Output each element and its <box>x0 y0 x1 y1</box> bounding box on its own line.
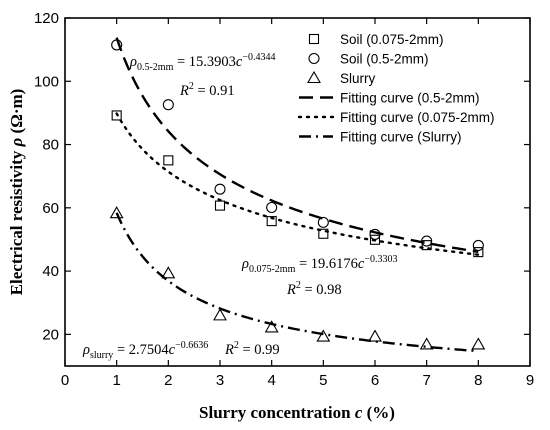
x-axis-title-text: Slurry concentration <box>199 403 355 422</box>
x-tick-label: 9 <box>526 372 534 389</box>
x-tick-label: 0 <box>61 372 69 389</box>
y-axis-title-var: ρ <box>7 137 26 147</box>
equation-exponent: −0.4344 <box>242 52 275 63</box>
legend-marker-square <box>308 33 320 45</box>
fit-equation: ρslurry = 2.7504c−0.6636 <box>82 340 208 361</box>
x-axis-title: Slurry concentration c (%) <box>199 403 395 422</box>
equation-symbol: ρ <box>241 256 249 272</box>
legend-label: Fitting curve (Slurry) <box>340 130 462 145</box>
fit-curve <box>115 112 480 256</box>
r-squared-symbol: R <box>179 83 189 99</box>
point-square <box>266 216 277 227</box>
axis-ticks: 0 1 2 3 4 5 6 7 8 9 20 40 60 80 100 120 <box>34 10 534 389</box>
x-axis-title-unit: (%) <box>362 403 395 422</box>
r-squared: R2 = 0.98 <box>286 280 342 298</box>
equation-exponent: −0.6636 <box>175 340 208 351</box>
point-circle <box>162 99 174 111</box>
fitting-curves <box>115 37 480 353</box>
legend-label: Fitting curve (0.075-2mm) <box>340 110 495 125</box>
r-squared: R2 = 0.91 <box>179 81 235 99</box>
x-axis-title-var: c <box>355 403 363 422</box>
y-tick-label: 20 <box>42 326 59 343</box>
equation-variable: c <box>236 54 243 70</box>
x-tick-label: 8 <box>474 372 482 389</box>
point-triangle <box>264 320 279 333</box>
point-square <box>421 240 432 251</box>
point-circle <box>266 201 278 214</box>
equation-coefficient: = 2.7504 <box>113 342 169 358</box>
point-square <box>318 228 329 239</box>
r-squared-power: 2 <box>234 340 239 351</box>
equation-symbol: ρ <box>129 54 137 70</box>
x-tick-label: 7 <box>422 372 430 389</box>
equation-exponent: −0.3303 <box>364 254 397 265</box>
equation-coefficient: = 19.6176 <box>295 256 358 272</box>
point-triangle <box>316 329 331 342</box>
r-squared-power: 2 <box>296 280 301 291</box>
point-triangle <box>471 337 486 350</box>
y-axis-title-text: Electrical resistivity <box>7 146 26 295</box>
point-square <box>473 247 484 258</box>
legend-label: Soil (0.075-2mm) <box>340 32 444 47</box>
x-tick-label: 3 <box>216 372 224 389</box>
point-circle <box>369 228 381 240</box>
y-tick-label: 100 <box>34 73 59 90</box>
equation-subscript: 0.5-2mm <box>137 62 174 73</box>
point-triangle <box>368 329 382 342</box>
r-squared-value: = 0.98 <box>301 282 342 298</box>
r-squared-value: = 0.91 <box>194 83 235 99</box>
point-triangle <box>161 266 176 279</box>
point-circle <box>317 216 329 228</box>
point-square <box>111 110 122 121</box>
y-axis-title: Electrical resistivity ρ (Ω·m) <box>7 89 26 296</box>
point-circle <box>472 239 484 252</box>
r-squared-symbol: R <box>286 282 296 298</box>
equation-variable: c <box>169 342 176 358</box>
r-squared-value: = 0.99 <box>239 342 280 358</box>
legend-label: Slurry <box>340 71 376 86</box>
r-squared-power: 2 <box>189 81 194 92</box>
equation-coefficient: = 15.3903 <box>173 54 236 70</box>
x-tick-label: 5 <box>319 372 327 389</box>
plot-area <box>64 17 531 367</box>
legend-marker-triangle <box>307 70 321 84</box>
point-triangle <box>213 308 227 321</box>
legend-marker-circle <box>308 52 320 65</box>
point-triangle <box>419 337 434 350</box>
equation-subscript: 0.075-2mm <box>249 264 296 275</box>
legend: Soil (0.075-2mm) Soil (0.5-2mm) Slurry Fitt… <box>297 32 495 145</box>
point-square <box>369 234 381 245</box>
legend-label: Fitting curve (0.5-2mm) <box>340 91 480 106</box>
y-tick-label: 120 <box>34 10 59 27</box>
data-points <box>109 39 486 350</box>
y-axis-title-unit: (Ω·m) <box>7 89 26 138</box>
x-tick-label: 2 <box>164 372 172 389</box>
equation-variable: c <box>358 256 365 272</box>
equation-subscript: slurry <box>90 350 113 361</box>
plot-frame <box>64 17 531 367</box>
y-tick-label: 60 <box>42 200 59 217</box>
fit-curve <box>115 37 479 253</box>
fit-equation: ρ0.5-2mm = 15.3903c−0.4344 <box>129 52 276 73</box>
point-circle <box>214 183 226 195</box>
point-circle <box>421 235 433 247</box>
r-squared: R2 = 0.99 <box>224 340 280 358</box>
point-square <box>163 155 174 166</box>
x-tick-label: 1 <box>112 372 120 389</box>
x-tick-label: 4 <box>267 372 275 389</box>
fit-curve <box>115 212 479 353</box>
equation-symbol: ρ <box>82 342 90 358</box>
r-squared-symbol: R <box>224 342 234 358</box>
y-tick-label: 40 <box>42 263 59 280</box>
legend-label: Soil (0.5-2mm) <box>340 52 429 67</box>
y-tick-label: 80 <box>42 137 59 154</box>
x-tick-label: 6 <box>371 372 379 389</box>
fit-equation: ρ0.075-2mm = 19.6176c−0.3303 <box>241 254 398 275</box>
point-triangle <box>109 206 124 219</box>
point-circle <box>111 39 123 51</box>
point-square <box>214 200 226 211</box>
